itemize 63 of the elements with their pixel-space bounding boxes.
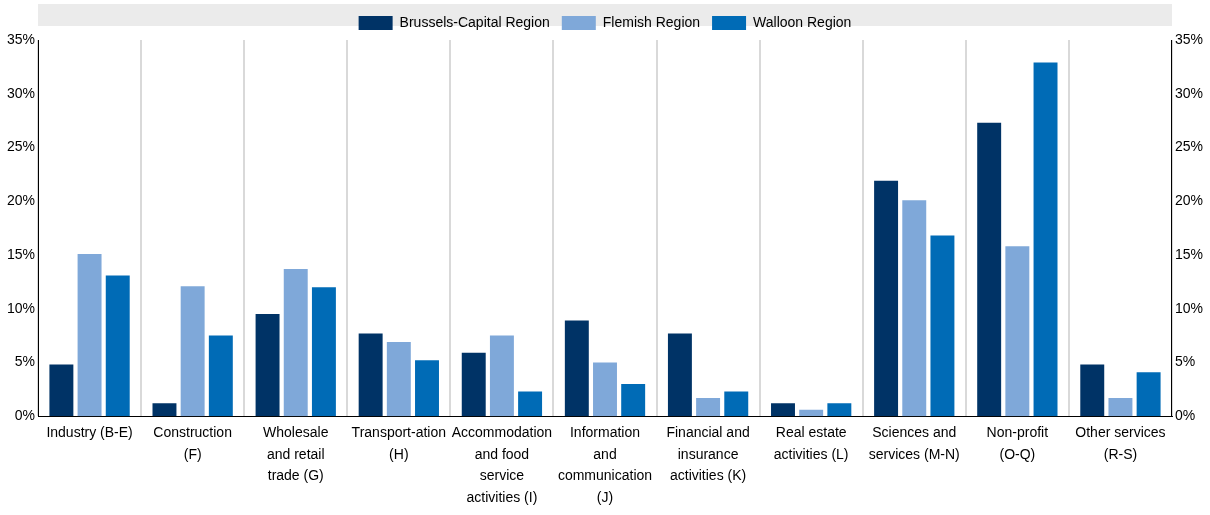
y-tick-label: 10% — [6, 299, 36, 316]
y-tick-label: 5% — [14, 353, 36, 370]
bar — [874, 180, 899, 417]
bar — [696, 397, 721, 417]
x-tick-label: Real estate activities (L) — [773, 423, 849, 462]
bar — [667, 333, 692, 417]
y2-tick-label: 5% — [1174, 353, 1196, 370]
bar — [208, 335, 233, 417]
x-tick-label: Sciences and services (M-N) — [868, 423, 960, 462]
legend-label: Walloon Region — [753, 13, 852, 30]
y2-tick-label: 10% — [1174, 299, 1204, 316]
y2-tick-label: 35% — [1174, 30, 1204, 47]
y-tick-label: 30% — [6, 84, 36, 101]
legend-label: Brussels-Capital Region — [399, 13, 550, 30]
x-tick-label: Financial and insurance activities (K) — [666, 423, 750, 484]
bar — [799, 409, 824, 417]
y-tick-label: 15% — [6, 245, 36, 262]
bar — [518, 391, 543, 417]
bar — [1080, 364, 1105, 417]
bar — [358, 333, 383, 417]
x-tick-label: Industry (B-E) — [46, 423, 133, 440]
bar — [724, 391, 749, 417]
bar — [564, 320, 589, 417]
bar — [621, 383, 646, 417]
bar — [1108, 397, 1133, 417]
y2-tick-label: 0% — [1174, 407, 1196, 424]
y-tick-label: 20% — [6, 192, 36, 209]
y2-tick-label: 25% — [1174, 138, 1204, 155]
bar — [415, 360, 439, 417]
bar — [461, 352, 486, 417]
bar — [902, 200, 927, 417]
x-tick-label: Non-profit (O-Q) — [986, 423, 1049, 462]
y2-tick-label: 20% — [1174, 192, 1204, 209]
bar — [489, 335, 514, 417]
bar — [1005, 246, 1030, 417]
bar — [180, 286, 205, 417]
bar — [1033, 62, 1058, 417]
x-tick-label: Construction (F) — [153, 423, 232, 462]
bar — [593, 362, 617, 417]
bar — [283, 268, 308, 417]
bar — [977, 122, 1002, 417]
x-tick-label: Other services (R-S) — [1075, 423, 1166, 462]
bar — [1136, 372, 1161, 417]
y2-tick-label: 15% — [1174, 245, 1204, 262]
bar — [49, 364, 74, 417]
bar — [771, 403, 795, 417]
bar — [311, 287, 336, 417]
bar — [827, 403, 852, 417]
bar — [255, 314, 280, 417]
y-tick-label: 0% — [14, 407, 36, 424]
bar — [930, 235, 955, 417]
x-tick-label: Information and communication (J) — [557, 423, 653, 506]
x-tick-label: Accommodation and food service activities (I) — [451, 423, 553, 506]
y-tick-label: 25% — [6, 138, 36, 155]
bar — [105, 275, 130, 417]
x-tick-label: Transport-ation (H) — [351, 423, 447, 462]
y2-tick-label: 30% — [1174, 84, 1204, 101]
bar — [77, 253, 102, 417]
bar — [152, 403, 177, 417]
legend-label: Flemish Region — [602, 13, 701, 30]
bar — [386, 342, 411, 417]
x-tick-label: Wholesale and retail trade (G) — [263, 423, 329, 484]
y-tick-label: 35% — [6, 30, 36, 47]
